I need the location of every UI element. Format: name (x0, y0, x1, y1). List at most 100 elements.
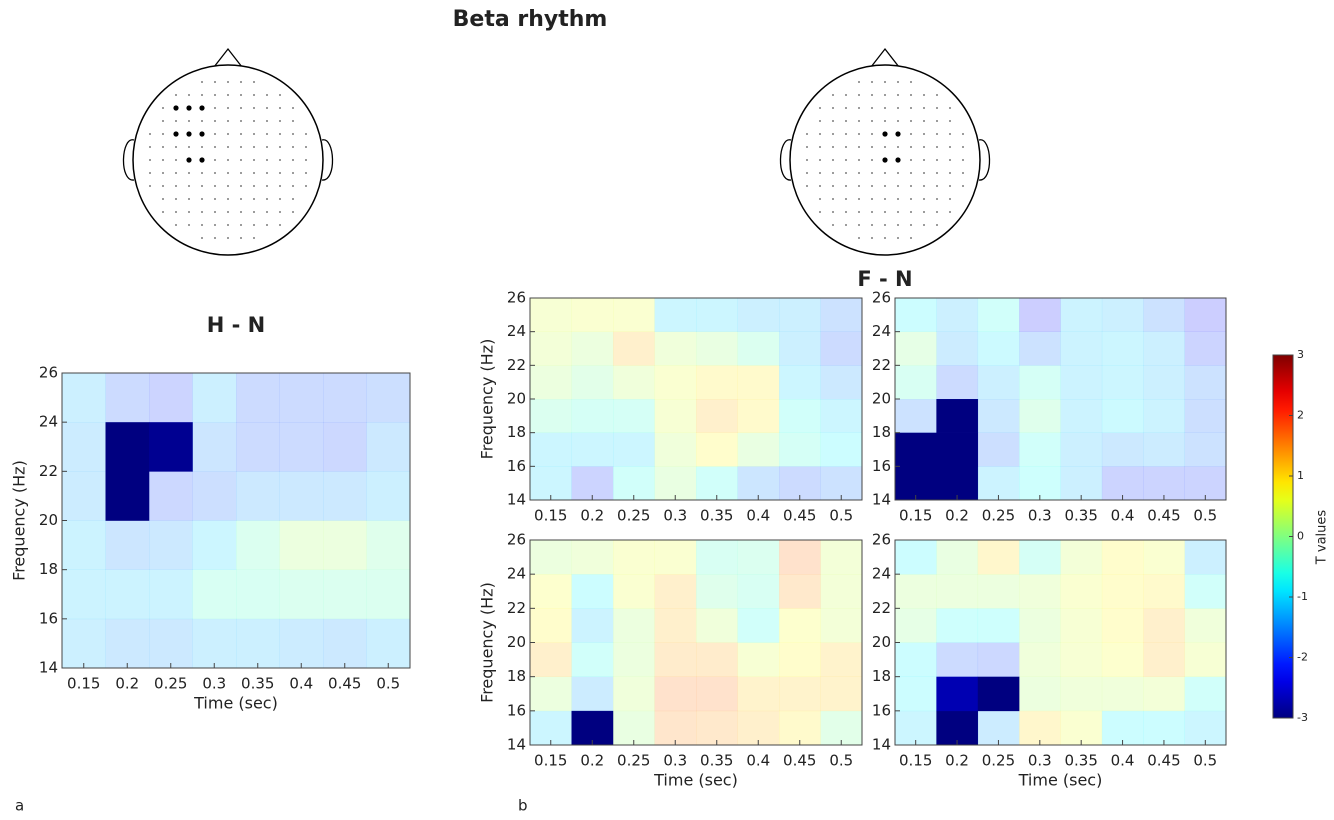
electrode (214, 81, 216, 83)
ear (122, 139, 135, 181)
heatmap-cell (936, 710, 979, 746)
electrode (162, 198, 164, 200)
electrode (858, 120, 860, 122)
heatmap-cell (696, 399, 738, 433)
electrode (832, 146, 834, 148)
electrode (819, 133, 821, 135)
y-tick-label: 16 (507, 701, 526, 719)
heatmap-cell (654, 432, 697, 467)
heatmap-cell (977, 642, 1020, 677)
heatmap-cell (1184, 710, 1227, 746)
y-tick-label: 16 (507, 457, 526, 475)
heatmap-cell (323, 422, 367, 472)
heatmap-cell (1060, 608, 1103, 643)
heatmap-cell (820, 331, 863, 366)
heatmap-cell (62, 471, 106, 521)
x-axis-label: Time (sec) (193, 694, 278, 713)
heatmap-cell (1101, 540, 1144, 575)
electrode (240, 237, 242, 239)
electrode (162, 159, 164, 161)
electrode (188, 224, 190, 226)
heatmap-cell (654, 676, 697, 712)
colorbar-label: T values (1315, 510, 1330, 566)
electrode (292, 133, 294, 135)
electrode (871, 94, 873, 96)
heatmap-cell (613, 608, 655, 643)
heatmap-cell (571, 676, 614, 712)
y-tick-label: 26 (39, 364, 58, 382)
heatmap-cell (1101, 399, 1144, 433)
heatmap-cell (1060, 399, 1103, 433)
heatmap-cell (613, 365, 655, 400)
heatmap-cell (696, 540, 738, 575)
electrode (227, 172, 229, 174)
electrode (884, 211, 886, 213)
topoplots (122, 47, 991, 256)
electrode (214, 133, 216, 135)
x-tick-label: 0.4 (1111, 752, 1135, 770)
heatmap-cell (1101, 365, 1144, 400)
heatmap-cell (323, 618, 367, 669)
electrode (949, 133, 951, 135)
electrode (884, 237, 886, 239)
electrode (201, 120, 203, 122)
heatmap-cell (820, 432, 863, 467)
electrode (214, 120, 216, 122)
electrode (188, 146, 190, 148)
heatmap-cell (779, 432, 821, 467)
colorbar-tick-label: -1 (1297, 590, 1308, 603)
heatmap-cell (1184, 466, 1227, 501)
heatmap-cell (737, 540, 780, 575)
electrode (292, 107, 294, 109)
heatmap-cell (1019, 432, 1061, 467)
heatmap-cell (1143, 710, 1185, 746)
heatmap-cell (1143, 608, 1185, 643)
heatmap-cell (895, 540, 937, 575)
x-tick-label: 0.25 (982, 507, 1015, 525)
x-tick-label: 0.25 (617, 752, 650, 770)
electrode (923, 185, 925, 187)
heatmap-cell (613, 642, 655, 677)
electrode (832, 198, 834, 200)
electrode (936, 133, 938, 135)
electrode (845, 198, 847, 200)
electrode (819, 172, 821, 174)
electrode (279, 198, 281, 200)
heatmap-cell (820, 608, 863, 643)
electrode (292, 185, 294, 187)
electrode (897, 172, 899, 174)
heatmap-cell (696, 331, 738, 366)
heatmap-cell (192, 520, 237, 570)
electrode (871, 172, 873, 174)
heatmap-cell (613, 432, 655, 467)
heatmap-cell (1060, 676, 1103, 712)
y-tick-label: 22 (39, 462, 58, 480)
figure-title: Beta rhythm (453, 7, 608, 32)
y-tick-label: 18 (39, 560, 58, 578)
electrode (897, 224, 899, 226)
y-tick-label: 20 (39, 511, 58, 529)
heatmap-cell (530, 399, 572, 433)
heatmap-cell (895, 399, 937, 433)
electrode (936, 107, 938, 109)
electrode (962, 146, 964, 148)
heatmap-cell (1143, 399, 1185, 433)
heatmap-cell (149, 373, 193, 423)
heatmap-cell (1184, 365, 1227, 400)
heatmap-cell (1143, 642, 1185, 677)
heatmap-cell (62, 373, 106, 423)
heatmap-cell (105, 520, 150, 570)
electrode (292, 198, 294, 200)
heatmap-cell (820, 466, 863, 501)
electrode (253, 133, 255, 135)
heatmap-cell (279, 471, 324, 521)
heatmap-cell (613, 540, 655, 575)
heatmap-cell (149, 471, 193, 521)
y-tick-label: 16 (872, 457, 891, 475)
electrode (819, 198, 821, 200)
heatmap-cell (936, 432, 979, 467)
heatmap-cell (192, 618, 237, 669)
electrode (910, 198, 912, 200)
heatmap-cell (1019, 331, 1061, 366)
